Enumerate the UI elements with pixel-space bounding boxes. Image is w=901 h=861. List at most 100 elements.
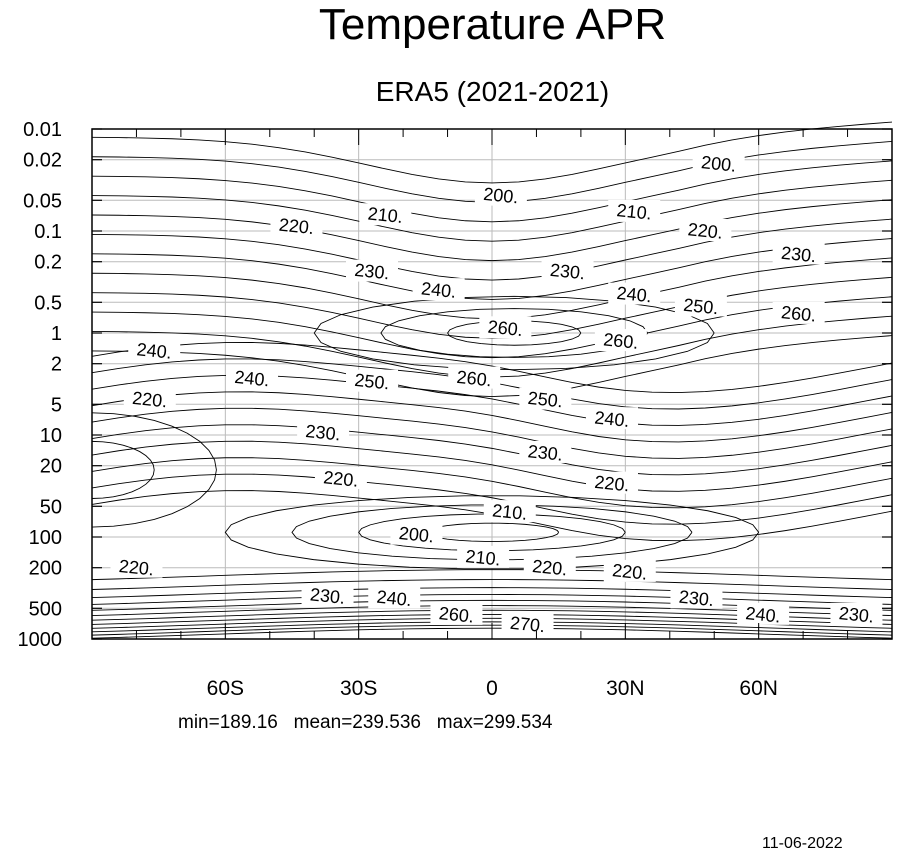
contour-label-bg xyxy=(483,500,536,523)
y-tick-label: 1000 xyxy=(18,629,63,651)
contour-label: 200. xyxy=(398,523,435,547)
contour-line xyxy=(91,412,217,528)
contour-label: 230. xyxy=(305,421,342,445)
contour-label-bg xyxy=(679,219,732,241)
contour-label-bg xyxy=(608,199,661,222)
contour-line xyxy=(91,569,893,581)
contour-label-bg xyxy=(457,545,510,568)
contour-labels: 220. 210. 200. 210. 200. 220. 230. 230. 230. 240.… xyxy=(110,151,883,637)
contour-label-bg xyxy=(674,294,727,317)
contour-label: 260. xyxy=(438,603,475,627)
contour-label: 270. xyxy=(509,613,546,637)
contour-line xyxy=(91,342,893,394)
x-tick-label: 60N xyxy=(739,677,778,700)
contour-line xyxy=(91,473,893,525)
contour-label-bg xyxy=(123,387,176,410)
contour-label: 230. xyxy=(549,260,586,284)
contour-label-bg xyxy=(737,602,790,625)
contour-label-bg xyxy=(586,407,638,430)
y-tick-label: 500 xyxy=(29,598,62,620)
contour-label-bg xyxy=(314,466,367,489)
y-tick-label: 200 xyxy=(29,558,62,580)
contour-label-bg xyxy=(594,329,647,352)
contour-label-bg xyxy=(390,522,443,545)
contour-label-bg xyxy=(830,602,883,625)
contour-line xyxy=(91,238,893,300)
contour-label-bg xyxy=(603,559,656,582)
contour-label: 230. xyxy=(527,441,564,465)
contour-label: 210. xyxy=(465,546,502,570)
contour-line xyxy=(91,440,893,492)
contour-line xyxy=(91,296,893,359)
contour-line xyxy=(91,593,893,605)
contour-label-bg xyxy=(608,282,661,305)
contour-label-bg xyxy=(519,387,572,410)
axis-ticks: 0.01 0.02 0.05 0.1 0.2 0.5 1 2 5 10 20 50 100 200 500 1… xyxy=(18,119,892,700)
contour-label: 260. xyxy=(456,367,493,391)
contour-label: 260. xyxy=(780,302,817,326)
y-tick-label: 20 xyxy=(40,456,62,478)
y-tick-label: 0.5 xyxy=(34,292,62,314)
y-tick-label: 0.02 xyxy=(23,150,62,172)
contour-line xyxy=(91,579,893,590)
contour-label: 220. xyxy=(131,388,168,412)
y-tick-label: 10 xyxy=(40,425,62,447)
contour-label-bg xyxy=(359,203,412,226)
contour-label-bg xyxy=(523,555,576,578)
contour-line xyxy=(91,424,893,476)
contour-line xyxy=(91,160,893,223)
y-tick-label: 100 xyxy=(29,527,62,549)
contour-label-bg xyxy=(346,369,398,392)
contour-label: 260. xyxy=(487,317,524,341)
contour-lines xyxy=(91,121,893,639)
contour-label-bg xyxy=(270,214,323,237)
contour-label: 220. xyxy=(594,472,631,496)
contour-label-bg xyxy=(128,338,181,361)
contour-label: 240. xyxy=(420,278,457,302)
contour-line xyxy=(91,391,893,443)
contour-line xyxy=(91,335,893,397)
y-tick-label: 1 xyxy=(51,323,62,345)
contour-label: 250. xyxy=(682,295,719,319)
date-stamp: 11-06-2022 xyxy=(762,835,843,852)
contour-label: 240. xyxy=(745,603,782,627)
contour-label-bg xyxy=(586,471,638,494)
contour-line xyxy=(91,587,893,599)
y-tick-label: 5 xyxy=(51,394,62,416)
y-tick-label: 50 xyxy=(40,496,62,518)
contour-label: 240. xyxy=(594,407,631,431)
contour-label-bg xyxy=(448,366,501,389)
contour-label-bg xyxy=(226,366,278,389)
contour-label: 210. xyxy=(367,203,404,227)
y-tick-label: 0.2 xyxy=(34,252,62,274)
contour-label: 200. xyxy=(482,184,519,208)
contour-label: 220. xyxy=(611,560,648,584)
contour-label-bg xyxy=(110,555,163,578)
contour-label-bg xyxy=(772,242,825,265)
contour-label: 240. xyxy=(376,587,413,611)
contour-line xyxy=(91,407,893,459)
contour-label-bg xyxy=(297,420,350,443)
x-tick-label: 0 xyxy=(486,677,498,700)
contour-line xyxy=(91,374,893,426)
contour-label: 210. xyxy=(616,200,653,224)
contour-label-bg xyxy=(670,586,723,609)
contour-label: 250. xyxy=(354,370,391,394)
contour-line xyxy=(291,504,693,561)
contour-line xyxy=(91,199,893,262)
contour-label: 220. xyxy=(278,215,315,239)
contour-label-bg xyxy=(501,612,554,635)
contour-label: 220. xyxy=(531,556,568,580)
contour-label: 240. xyxy=(234,367,271,391)
contour-label-bg xyxy=(368,586,421,609)
contour-label-bg xyxy=(692,151,745,174)
contour-label: 230. xyxy=(780,243,817,267)
contour-label: 250. xyxy=(527,388,564,412)
contour-line xyxy=(358,513,626,552)
contour-label: 230. xyxy=(838,603,875,627)
contour-line xyxy=(91,218,893,281)
stats-summary: min=189.16 mean=239.536 max=299.534 xyxy=(178,712,553,733)
contour-label: 230. xyxy=(309,584,346,608)
contour-label: 220. xyxy=(322,467,359,491)
